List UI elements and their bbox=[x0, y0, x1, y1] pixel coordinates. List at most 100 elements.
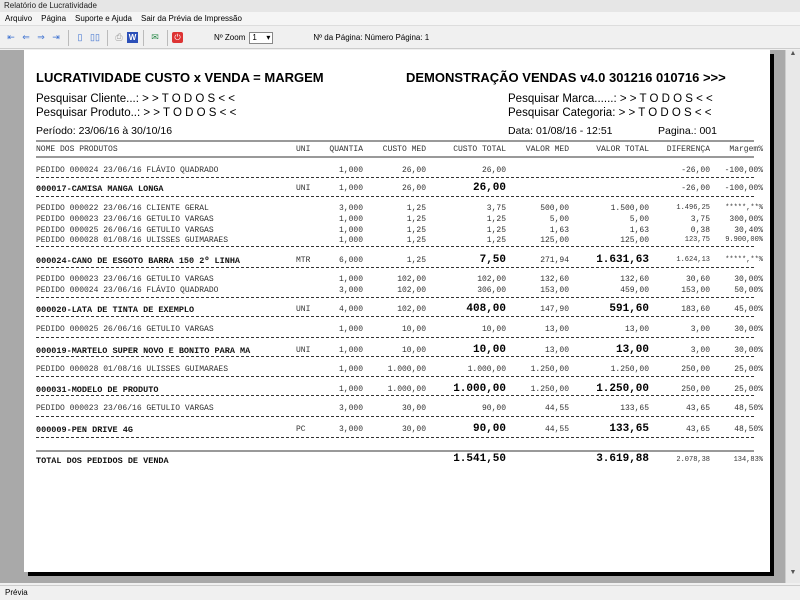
cell-ctot: 1.000,00 bbox=[467, 365, 506, 374]
zoom-select[interactable]: 1 bbox=[249, 31, 274, 44]
cell-vtot: 133,65 bbox=[620, 404, 649, 413]
scroll-down-icon[interactable]: ▼ bbox=[789, 569, 797, 576]
header-divider bbox=[36, 140, 754, 142]
email-icon[interactable]: ✉ bbox=[151, 32, 159, 42]
columns-divider bbox=[36, 156, 754, 158]
row-divider bbox=[36, 196, 754, 197]
menu-pagina[interactable]: Página bbox=[41, 14, 67, 23]
row-divider bbox=[36, 437, 754, 438]
cell-dif: 3,00 bbox=[690, 346, 710, 355]
cell-cmed: 1,25 bbox=[406, 226, 426, 235]
toolbar: ⇤ ⇐ ⇒ ⇥ ▯ ▯▯ ⎙ W ✉ ⏻ Nº Zoom 1 Nº da Pág… bbox=[0, 27, 800, 49]
row-divider bbox=[36, 395, 754, 396]
cell-name: 000017-CAMISA MANGA LONGA bbox=[36, 184, 164, 194]
column-header: QUANTIA bbox=[329, 145, 363, 154]
row-divider bbox=[36, 267, 754, 268]
cell-ctot: 90,00 bbox=[481, 404, 506, 413]
cell-vmed: 1.250,00 bbox=[530, 365, 569, 374]
cell-name: PEDIDO 000024 23/06/16 FLÁVIO QUADRADO bbox=[36, 286, 219, 295]
cell-dif: 1.496,25 bbox=[676, 204, 710, 212]
cell-vmed: 44,55 bbox=[544, 404, 569, 413]
cell-marg: 30,00% bbox=[734, 275, 763, 284]
cell-qtd: 1,000 bbox=[338, 236, 363, 245]
toolbar-divider bbox=[107, 29, 108, 46]
total-margem: 134,83% bbox=[733, 456, 763, 464]
cell-vmed: 44,55 bbox=[544, 425, 569, 434]
column-header: CUSTO MED bbox=[382, 145, 426, 154]
cell-cmed: 102,00 bbox=[397, 286, 426, 295]
cell-marg: 25,00% bbox=[734, 385, 763, 394]
cell-name: PEDIDO 000023 23/06/16 GETULIO VARGAS bbox=[36, 215, 214, 224]
cell-qtd: 3,000 bbox=[338, 425, 363, 434]
close-preview-icon[interactable]: ⏻ bbox=[172, 32, 183, 43]
row-divider bbox=[36, 356, 754, 357]
cell-name: PEDIDO 000025 26/06/16 GETULIO VARGAS bbox=[36, 226, 214, 235]
word-export-icon[interactable]: W bbox=[127, 32, 138, 43]
row-divider bbox=[36, 246, 754, 247]
total-diferenca: 2.078,38 bbox=[676, 456, 710, 464]
total-divider bbox=[36, 450, 754, 452]
cell-vmed: 125,00 bbox=[540, 236, 569, 245]
cell-ctot: 90,00 bbox=[472, 423, 506, 435]
first-page-icon[interactable]: ⇤ bbox=[7, 32, 15, 42]
menu-suporte[interactable]: Suporte e Ajuda bbox=[75, 14, 132, 23]
cell-vtot: 1.250,00 bbox=[610, 365, 649, 374]
cell-name: 000019-MARTELO SUPER NOVO E BONITO PARA … bbox=[36, 346, 251, 356]
cell-marg: *****,**% bbox=[725, 204, 763, 212]
cell-qtd: 1,000 bbox=[338, 226, 363, 235]
next-page-icon[interactable]: ⇒ bbox=[37, 32, 45, 42]
cell-vtot: 13,00 bbox=[615, 344, 649, 356]
cell-marg: 9.900,00% bbox=[725, 236, 763, 244]
cell-dif: 153,00 bbox=[681, 286, 710, 295]
column-header: VALOR MED bbox=[525, 145, 569, 154]
cell-cmed: 1,25 bbox=[406, 215, 426, 224]
cell-marg: 300,00% bbox=[729, 215, 763, 224]
cell-uni: UNI bbox=[296, 184, 311, 193]
cell-qtd: 6,000 bbox=[338, 256, 363, 265]
cell-name: PEDIDO 000025 26/06/16 GETULIO VARGAS bbox=[36, 325, 214, 334]
cell-qtd: 4,000 bbox=[338, 305, 363, 314]
cell-qtd: 1,000 bbox=[338, 184, 363, 193]
prev-page-icon[interactable]: ⇐ bbox=[22, 32, 30, 42]
total-custo: 1.541,50 bbox=[453, 453, 506, 465]
cell-vtot: 133,65 bbox=[609, 423, 649, 435]
cell-uni: PC bbox=[296, 425, 306, 434]
last-page-icon[interactable]: ⇥ bbox=[52, 32, 60, 42]
menu-sair-previa[interactable]: Sair da Prévia de Impressão bbox=[140, 14, 242, 23]
vertical-scrollbar[interactable]: ▲ ▼ bbox=[785, 50, 800, 583]
row-divider bbox=[36, 177, 754, 178]
window-title: Relatório de Lucratividade bbox=[0, 0, 800, 12]
cell-name: PEDIDO 000028 01/08/16 ULISSES GUIMARAES bbox=[36, 365, 229, 374]
cell-vtot: 591,60 bbox=[609, 303, 649, 315]
cell-name: 000020-LATA DE TINTA DE EXEMPLO bbox=[36, 305, 195, 315]
status-bar: Prévia bbox=[0, 585, 800, 600]
cell-uni: UNI bbox=[296, 346, 311, 355]
row-divider bbox=[36, 297, 754, 298]
cell-vtot: 13,00 bbox=[624, 325, 649, 334]
single-page-icon[interactable]: ▯ bbox=[77, 32, 83, 42]
cell-dif: 3,75 bbox=[690, 215, 710, 224]
column-header: CUSTO TOTAL bbox=[453, 145, 506, 154]
cell-vmed: 132,60 bbox=[540, 275, 569, 284]
cell-name: 000031-MODELO DE PRODUTO bbox=[36, 385, 159, 395]
report-page: LUCRATIVIDADE CUSTO x VENDA = MARGEM DEM… bbox=[24, 50, 770, 572]
cell-uni: UNI bbox=[296, 305, 311, 314]
cell-qtd: 1,000 bbox=[338, 365, 363, 374]
cell-ctot: 102,00 bbox=[477, 275, 506, 284]
two-pages-icon[interactable]: ▯▯ bbox=[90, 32, 100, 42]
row-divider bbox=[36, 416, 754, 417]
cell-vmed: 13,00 bbox=[544, 325, 569, 334]
cell-marg: 48,50% bbox=[734, 425, 763, 434]
toolbar-divider bbox=[143, 29, 144, 46]
cell-dif: -26,00 bbox=[681, 166, 710, 175]
cell-name: PEDIDO 000023 23/06/16 GETULIO VARGAS bbox=[36, 275, 214, 284]
cell-dif: 250,00 bbox=[681, 385, 710, 394]
cell-name: 000009-PEN DRIVE 4G bbox=[36, 425, 133, 435]
cell-dif: 123,75 bbox=[684, 236, 710, 244]
cell-cmed: 1,25 bbox=[406, 256, 426, 265]
print-icon[interactable]: ⎙ bbox=[115, 32, 123, 42]
cell-marg: 30,40% bbox=[734, 226, 763, 235]
periodo: Período: 23/06/16 à 30/10/16 bbox=[36, 125, 173, 137]
menu-arquivo[interactable]: Arquivo bbox=[5, 14, 33, 23]
scroll-up-icon[interactable]: ▲ bbox=[789, 50, 797, 57]
